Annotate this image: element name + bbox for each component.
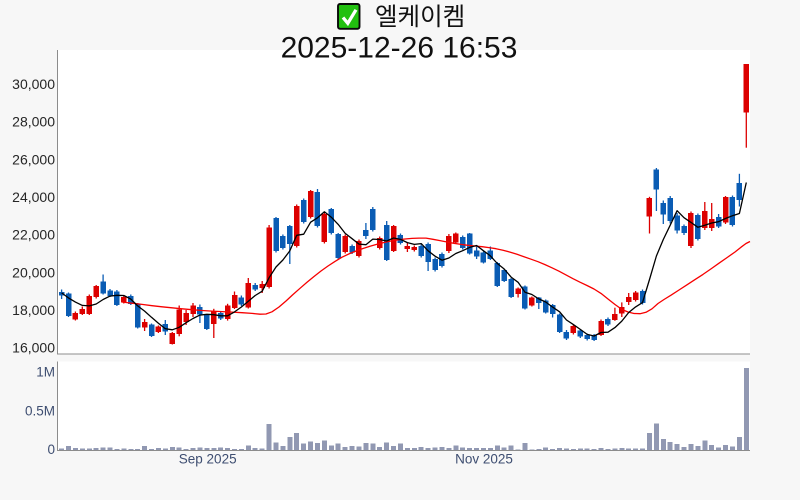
- svg-text:26,000: 26,000: [12, 151, 55, 167]
- svg-text:0: 0: [47, 442, 55, 457]
- svg-text:30,000: 30,000: [12, 76, 55, 92]
- svg-text:16,000: 16,000: [12, 340, 55, 356]
- svg-text:0.5M: 0.5M: [25, 403, 55, 418]
- svg-text:2025-12-26 16:53: 2025-12-26 16:53: [281, 32, 518, 65]
- svg-text:Sep 2025: Sep 2025: [179, 452, 237, 467]
- svg-text:20,000: 20,000: [12, 264, 55, 280]
- svg-text:24,000: 24,000: [12, 189, 55, 205]
- svg-text:18,000: 18,000: [12, 302, 55, 318]
- svg-text:엘케이켐: 엘케이켐: [375, 3, 465, 31]
- svg-text:22,000: 22,000: [12, 227, 55, 243]
- svg-text:1M: 1M: [36, 365, 55, 380]
- svg-text:28,000: 28,000: [12, 114, 55, 130]
- svg-text:Nov 2025: Nov 2025: [455, 452, 513, 467]
